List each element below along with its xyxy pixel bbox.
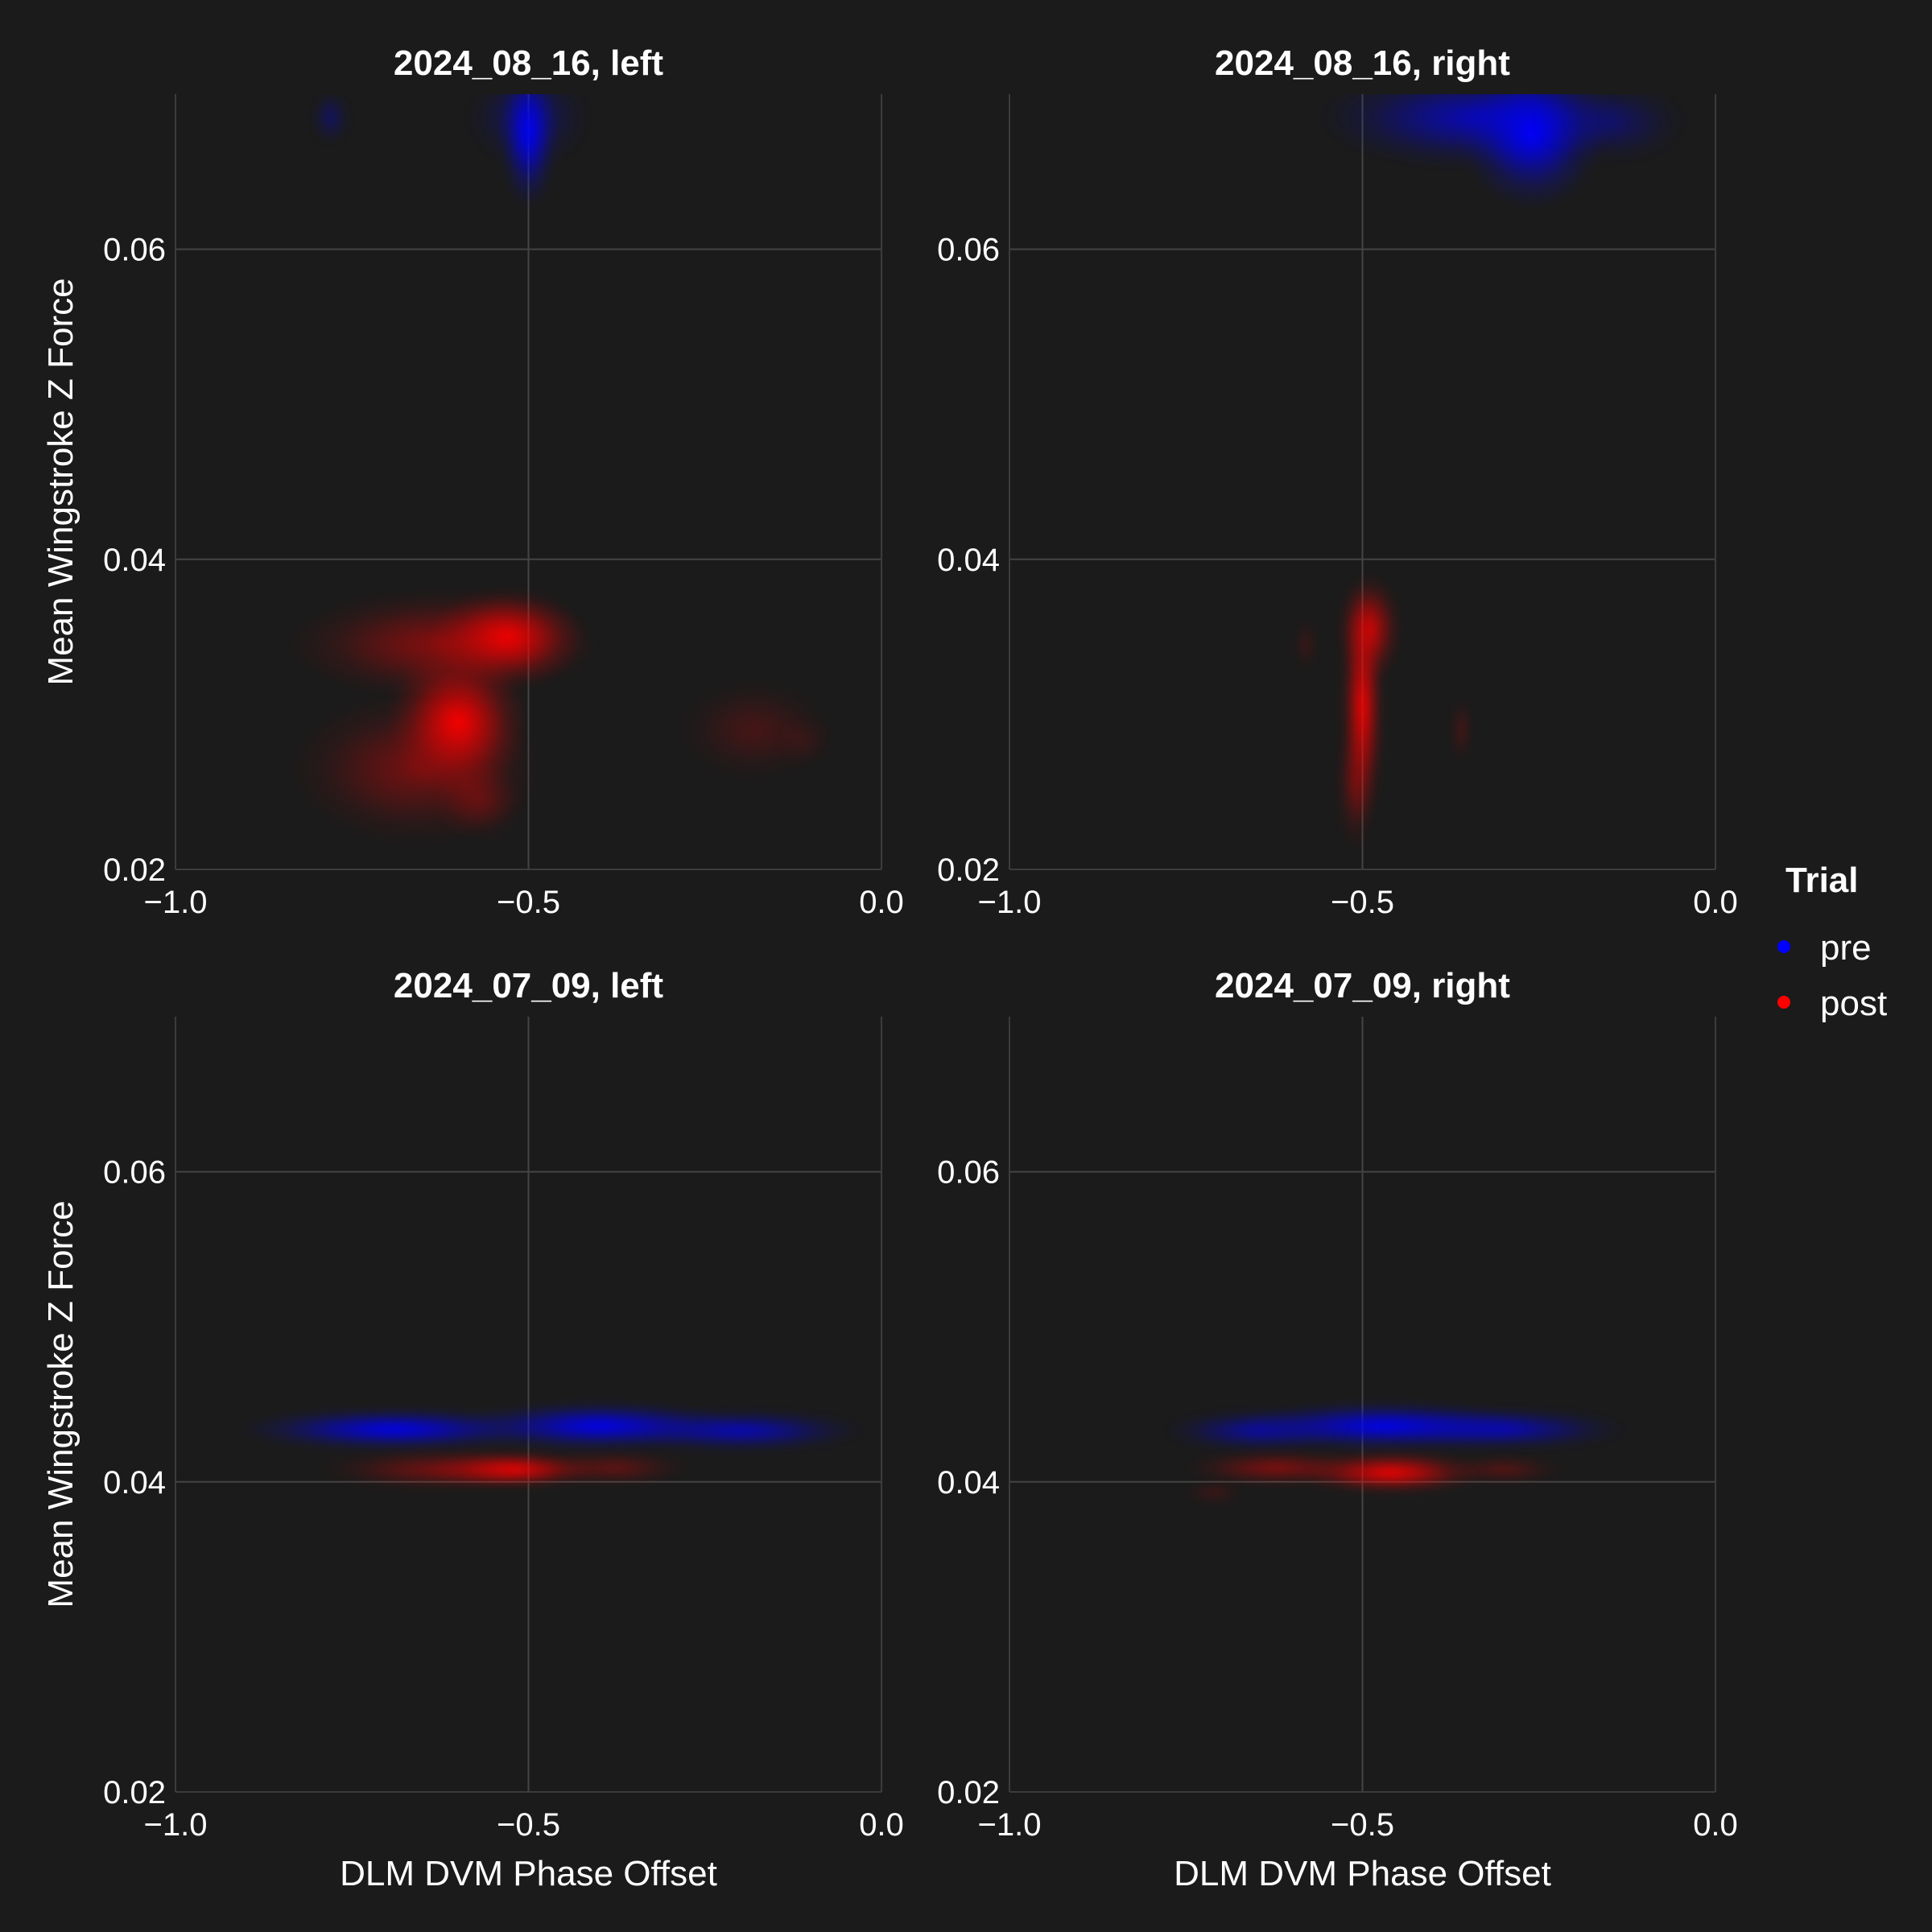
panels-group: 2024_08_16, left 0.02 0.04 0.06 −1.0 −0.5 0.0 M… [41,43,1738,1893]
density-blob-post [288,589,600,700]
x-tick-label: −1.0 [144,885,208,920]
density-blob-pre [616,1410,865,1451]
density-blob-post [432,758,526,841]
density-blob-pre [1163,1410,1350,1451]
density-blob-pre [312,94,350,145]
x-tick-label: −0.5 [1331,885,1394,920]
x-axis-title: DLM DVM Phase Offset [1174,1854,1551,1893]
legend-swatch-post [1777,996,1790,1009]
legend: Trial pre post [1777,861,1887,1023]
density-layer [288,94,836,844]
panel-1: 2024_08_16, left 0.02 0.04 0.06 −1.0 −0.5 0.0 M… [41,43,904,920]
x-tick-label: 0.0 [1693,1807,1738,1843]
panel-4: 2024_07_09, right 0.02 0.04 0.06 −1.0 −0.5 0.0… [937,966,1738,1893]
y-tick-label: 0.04 [937,1465,1000,1501]
y-tick-label: 0.02 [937,852,1000,888]
density-series-post [319,1448,691,1490]
y-tick-label: 0.02 [103,852,166,888]
density-blob-post [772,713,836,769]
x-axis-title: DLM DVM Phase Offset [340,1854,717,1893]
density-blob-post [1184,1451,1372,1485]
panel-title: 2024_07_09, left [394,966,664,1005]
legend-label-pre: pre [1820,928,1872,968]
density-series-post [1183,1451,1567,1503]
density-series-pre [312,94,591,208]
density-blob-post [1183,1482,1245,1503]
legend-swatch-pre [1777,940,1790,953]
y-tick-label: 0.02 [103,1775,166,1810]
density-blob-post [1338,574,1401,684]
y-tick-label: 0.06 [937,233,1000,268]
density-layer [1296,94,1687,852]
density-series-pre [1163,1402,1629,1451]
y-tick-label: 0.06 [937,1155,1000,1191]
density-layer [238,1402,865,1490]
panel-title: 2024_08_16, right [1215,43,1510,83]
density-blob-pre [466,94,591,169]
panel-title: 2024_07_09, right [1215,966,1510,1005]
y-tick-label: 0.04 [103,1465,166,1501]
x-tick-label: −0.5 [497,885,560,920]
x-tick-label: 0.0 [859,1807,904,1843]
y-tick-label: 0.06 [103,233,166,268]
x-tick-label: −0.5 [497,1807,560,1843]
density-blob-post [1441,1455,1567,1484]
density-series-post [1296,574,1471,852]
y-tick-label: 0.04 [103,543,166,578]
x-tick-label: −1.0 [978,1807,1042,1843]
density-blob-post [319,1448,568,1490]
panel-2: 2024_08_16, right 0.02 0.04 0.06 −1.0 −0.5 0.0 [937,43,1738,920]
legend-title: Trial [1785,861,1859,900]
y-tick-label: 0.04 [937,543,1000,578]
density-blob-post [1336,716,1374,852]
density-blob-pre [1532,94,1687,163]
density-series-pre [1319,94,1687,208]
x-tick-label: 0.0 [1693,885,1738,920]
density-layer [1163,1402,1629,1503]
y-axis-title: Mean Wingstroke Z Force [41,278,80,685]
density-blob-post [1296,617,1315,672]
y-tick-label: 0.02 [937,1775,1000,1810]
legend-label-post: post [1820,984,1887,1023]
density-series-post [288,588,836,844]
y-axis-title: Mean Wingstroke Z Force [41,1200,80,1608]
panel-title: 2024_08_16, left [394,43,664,83]
density-blob-post [535,1451,691,1485]
panel-3: 2024_07_09, left 0.02 0.04 0.06 −1.0 −0.5 0.0 M… [41,966,904,1893]
density-blob-pre [1379,1408,1629,1450]
y-tick-label: 0.06 [103,1155,166,1191]
x-tick-label: −1.0 [144,1807,208,1843]
x-tick-label: −1.0 [978,885,1042,920]
x-tick-label: −0.5 [1331,1807,1394,1843]
density-blob-post [1451,696,1471,765]
density-series-pre [238,1402,865,1451]
x-tick-label: 0.0 [859,885,904,920]
